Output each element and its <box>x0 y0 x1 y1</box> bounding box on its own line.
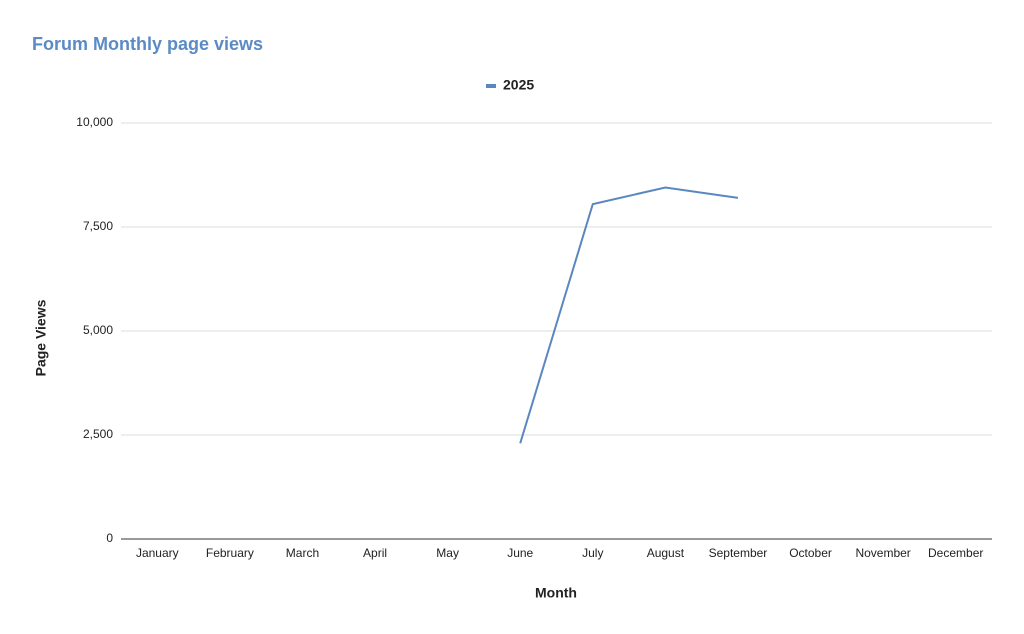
chart-title: Forum Monthly page views <box>32 34 263 54</box>
y-tick-label: 0 <box>106 531 113 545</box>
x-tick-label: June <box>507 546 533 560</box>
y-tick-label: 2,500 <box>83 427 113 441</box>
x-axis-title: Month <box>535 585 577 601</box>
x-tick-label: July <box>582 546 603 560</box>
x-tick-label: December <box>928 546 983 560</box>
x-tick-label: March <box>286 546 319 560</box>
x-tick-label: November <box>855 546 910 560</box>
x-tick-label: April <box>363 546 387 560</box>
y-tick-label: 10,000 <box>76 115 113 129</box>
data-line <box>519 186 739 444</box>
x-tick-label: February <box>206 546 254 560</box>
x-tick-label: August <box>647 546 685 560</box>
x-tick-label: October <box>789 546 832 560</box>
x-tick-label: May <box>436 546 459 560</box>
legend-label: 2025 <box>503 77 534 93</box>
x-tick-label: September <box>709 546 768 560</box>
y-axis-title: Page Views <box>33 299 49 376</box>
y-tick-label: 7,500 <box>83 219 113 233</box>
y-tick-label: 5,000 <box>83 323 113 337</box>
x-tick-label: January <box>136 546 179 560</box>
